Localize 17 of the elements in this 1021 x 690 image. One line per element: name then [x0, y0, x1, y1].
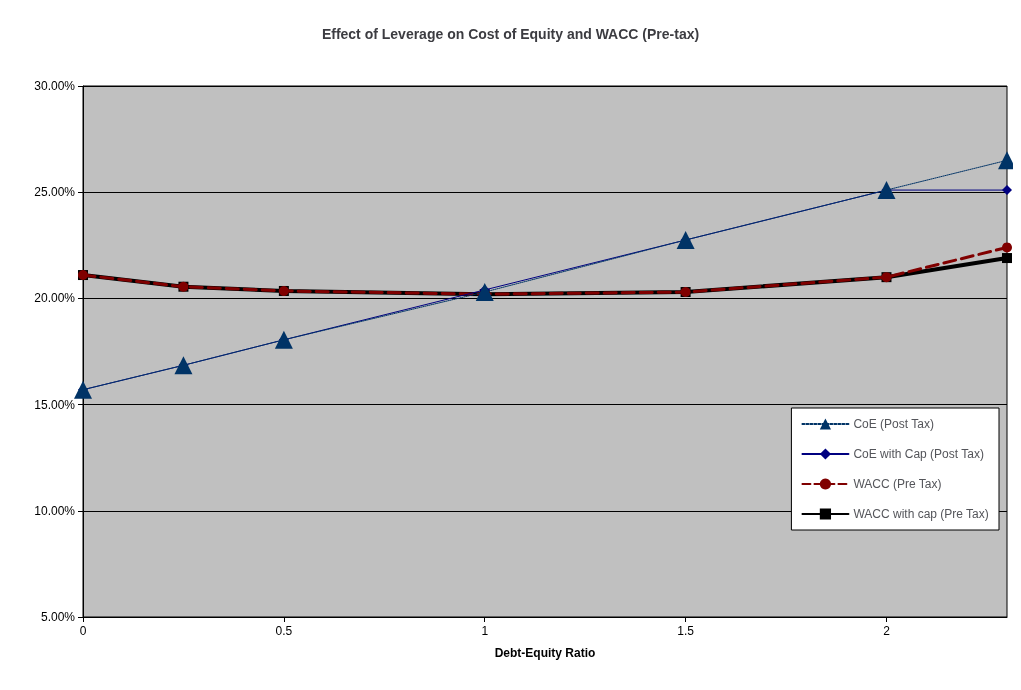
chart-title: Effect of Leverage on Cost of Equity and WACC (Pre-tax) — [321, 26, 700, 42]
x-tick-label: 2 — [883, 624, 891, 638]
y-tick-label: 30.00% — [34, 79, 76, 93]
x-tick-label: 0.5 — [275, 624, 293, 638]
legend-label: WACC (Pre Tax) — [853, 477, 942, 491]
y-tick-label: 10.00% — [34, 503, 76, 518]
y-tick-label: 15.00% — [34, 397, 76, 412]
x-tick-label: 1 — [481, 624, 489, 638]
y-tick-label: 20.00% — [34, 291, 76, 306]
x-tick-label: 1.5 — [677, 624, 695, 638]
x-tick-label: 0 — [79, 624, 87, 638]
y-tick-label: 25.00% — [34, 185, 76, 200]
legend-label: CoE (Post Tax) — [853, 417, 934, 431]
x-axis-title: Debt-Equity Ratio — [494, 646, 596, 660]
legend-label: CoE with Cap (Post Tax) — [853, 447, 984, 461]
y-tick-label: 5.00% — [40, 610, 76, 624]
legend-label: WACC with cap (Pre Tax) — [853, 507, 989, 521]
